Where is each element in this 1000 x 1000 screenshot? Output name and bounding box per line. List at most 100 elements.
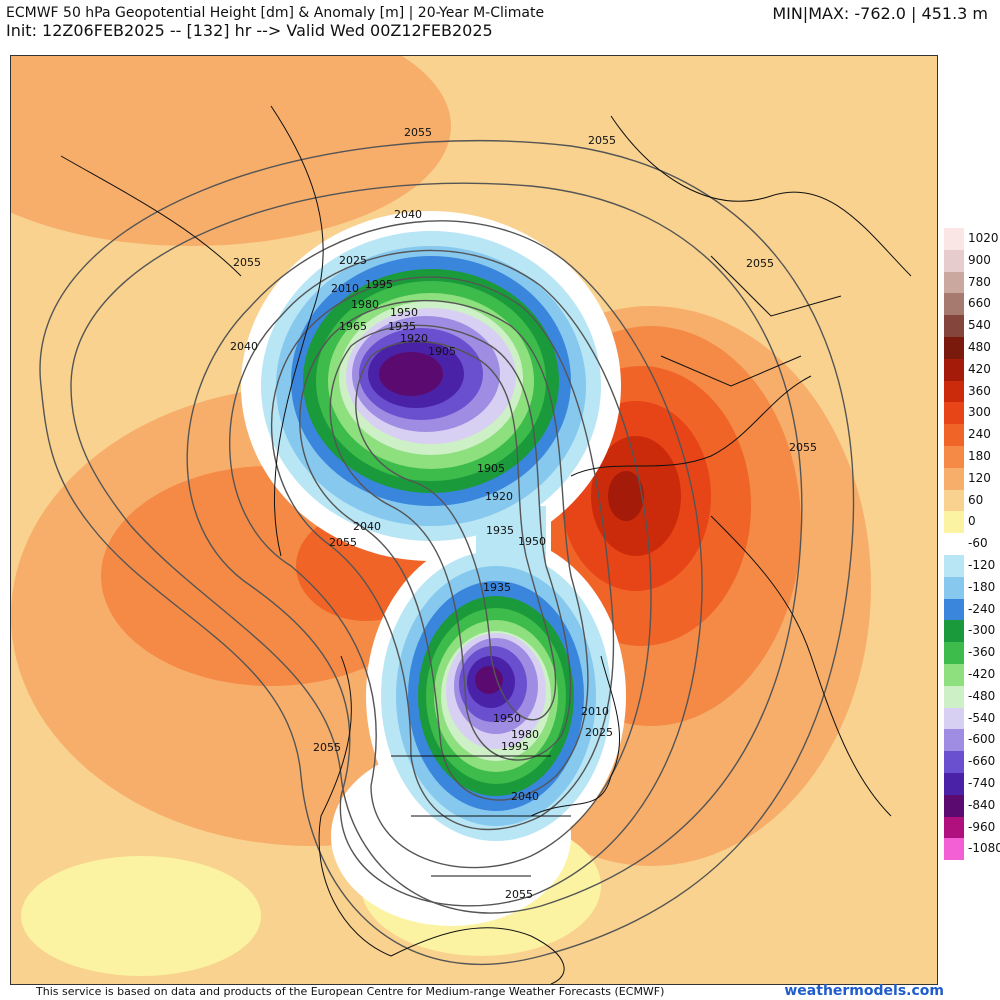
anomaly-color-legend: 1020 900 780 660 540 480 420 360 300 240 180 120 60 0… xyxy=(944,228,1000,861)
legend-label: 540 xyxy=(968,318,991,333)
legend-swatch xyxy=(944,380,964,403)
contour-label: 1905 xyxy=(477,462,505,475)
init-valid-time: Init: 12Z06FEB2025 -- [132] hr --> Valid… xyxy=(6,21,493,40)
contour-label: 2010 xyxy=(331,282,359,295)
legend-entry: -60 xyxy=(944,533,1000,555)
legend-entry: 0 xyxy=(944,511,1000,534)
legend-swatch xyxy=(944,489,964,512)
legend-label: -600 xyxy=(968,732,996,747)
legend-swatch xyxy=(944,467,964,490)
contour-label: 2040 xyxy=(511,790,539,803)
vortex-lobes xyxy=(241,211,626,926)
legend-swatch xyxy=(944,751,964,773)
legend-entry: 660 xyxy=(944,293,1000,316)
legend-entry: -540 xyxy=(944,707,1000,730)
legend-entry: 1020 xyxy=(944,228,1000,250)
legend-entry: 60 xyxy=(944,489,1000,512)
contour-label: 2055 xyxy=(313,741,341,754)
contour-label: 1935 xyxy=(483,581,511,594)
legend-label: -840 xyxy=(968,797,996,812)
contour-label: 2055 xyxy=(746,257,774,270)
legend-label: 780 xyxy=(968,274,991,289)
contour-label: 1920 xyxy=(485,490,513,503)
legend-entry: 480 xyxy=(944,336,1000,359)
map-canvas: 2055 2055 2040 2025 2010 1995 1980 1965 … xyxy=(11,56,937,984)
contour-label: 1950 xyxy=(518,535,546,548)
legend-label: 180 xyxy=(968,448,991,463)
legend-entry: -360 xyxy=(944,642,1000,664)
legend-entry: -600 xyxy=(944,729,1000,752)
legend-swatch xyxy=(944,511,964,534)
legend-label: 420 xyxy=(968,361,991,376)
contour-label: 2055 xyxy=(404,126,432,139)
legend-swatch xyxy=(944,772,964,795)
legend-swatch xyxy=(944,838,964,861)
legend-swatch xyxy=(944,293,964,316)
legend-entry: -840 xyxy=(944,794,1000,817)
anomaly-map[interactable]: 2055 2055 2040 2025 2010 1995 1980 1965 … xyxy=(10,55,938,985)
legend-swatch xyxy=(944,620,964,643)
legend-swatch xyxy=(944,271,964,294)
eurasia-warm-peak xyxy=(608,471,644,521)
legend-entry: -300 xyxy=(944,620,1000,643)
contour-label: 1995 xyxy=(365,278,393,291)
contour-label: 2025 xyxy=(585,726,613,739)
legend-entry: 540 xyxy=(944,315,1000,337)
legend-label: 300 xyxy=(968,405,991,420)
asia-warm-anomaly xyxy=(11,56,451,246)
contour-label: 1950 xyxy=(493,712,521,725)
contour-label: 1935 xyxy=(486,524,514,537)
legend-entry: 120 xyxy=(944,467,1000,490)
contour-labels: 2055 2055 2040 2025 2010 1995 1980 1965 … xyxy=(230,126,817,901)
legend-label: -360 xyxy=(968,645,996,660)
legend-swatch xyxy=(944,336,964,359)
legend-label: -480 xyxy=(968,688,996,703)
brand-link[interactable]: weathermodels.com xyxy=(784,983,944,999)
legend-label: -740 xyxy=(968,775,996,790)
legend-swatch xyxy=(944,598,964,621)
legend-label: 240 xyxy=(968,427,991,442)
legend-entry: 420 xyxy=(944,358,1000,381)
legend-label: 900 xyxy=(968,252,991,267)
legend-label: -120 xyxy=(968,557,996,572)
contour-label: 1980 xyxy=(351,298,379,311)
contour-label: 2055 xyxy=(588,134,616,147)
legend-entry: 180 xyxy=(944,445,1000,468)
legend-entry: -180 xyxy=(944,576,1000,599)
legend-entry: -1080 xyxy=(944,838,1000,861)
legend-swatch xyxy=(944,424,964,446)
contour-label: 1950 xyxy=(390,306,418,319)
legend-swatch xyxy=(944,228,964,250)
contour-label: 2055 xyxy=(329,536,357,549)
legend-label: 1020 xyxy=(968,231,999,245)
legend-entry: 900 xyxy=(944,249,1000,272)
legend-swatch xyxy=(944,315,964,337)
legend-swatch xyxy=(944,533,964,555)
contour-label: 2040 xyxy=(394,208,422,221)
legend-label: 360 xyxy=(968,383,991,398)
legend-swatch xyxy=(944,685,964,708)
contour-label: 2010 xyxy=(581,705,609,718)
contour-label: 1965 xyxy=(339,320,367,333)
legend-label: -300 xyxy=(968,623,996,638)
min-max-readout: MIN|MAX: -762.0 | 451.3 m xyxy=(772,4,988,23)
legend-label: 120 xyxy=(968,470,991,485)
height-contours xyxy=(39,140,855,966)
legend-label: -960 xyxy=(968,819,996,834)
legend-entry: 360 xyxy=(944,380,1000,403)
contour-label: 2040 xyxy=(353,520,381,533)
legend-entry: -740 xyxy=(944,772,1000,795)
legend-swatch xyxy=(944,358,964,381)
legend-label: 480 xyxy=(968,339,991,354)
contour-label: 2055 xyxy=(505,888,533,901)
legend-label: -180 xyxy=(968,579,996,594)
contour-label: 2040 xyxy=(230,340,258,353)
legend-swatch xyxy=(944,249,964,272)
legend-entry: 300 xyxy=(944,402,1000,425)
legend-swatch xyxy=(944,576,964,599)
legend-entry: 240 xyxy=(944,424,1000,446)
legend-entry: -660 xyxy=(944,751,1000,773)
legend-label: 60 xyxy=(968,492,984,507)
legend-entry: -960 xyxy=(944,816,1000,839)
legend-swatch xyxy=(944,663,964,686)
